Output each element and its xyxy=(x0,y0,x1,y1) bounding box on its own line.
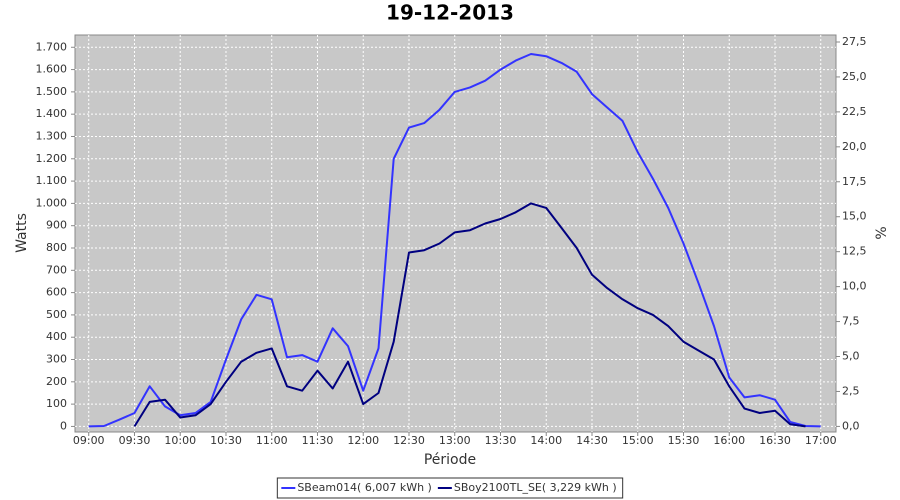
y-tick-label: 800 xyxy=(46,241,67,254)
y-tick-label: 1.700 xyxy=(36,40,68,53)
x-tick-label: 17:00 xyxy=(805,434,837,447)
x-tick-label: 09:00 xyxy=(73,434,105,447)
y2-tick-label: 15,0 xyxy=(842,210,867,223)
x-tick-label: 13:00 xyxy=(439,434,471,447)
y2-tick-label: 22,5 xyxy=(842,105,867,118)
x-tick-label: 10:00 xyxy=(164,434,196,447)
y-tick-label: 1.600 xyxy=(36,63,68,76)
x-tick-label: 12:30 xyxy=(393,434,425,447)
x-tick-label: 11:30 xyxy=(302,434,334,447)
y-tick-label: 500 xyxy=(46,308,67,321)
y2-tick-label: 20,0 xyxy=(842,140,867,153)
y-tick-label: 300 xyxy=(46,353,67,366)
y2-tick-label: 25,0 xyxy=(842,70,867,83)
x-tick-label: 10:30 xyxy=(210,434,242,447)
y-tick-label: 700 xyxy=(46,263,67,276)
y-tick-label: 100 xyxy=(46,397,67,410)
x-tick-label: 13:30 xyxy=(485,434,517,447)
y2-tick-label: 2,5 xyxy=(842,384,860,397)
y-tick-label: 1.200 xyxy=(36,152,68,165)
y-tick-label: 0 xyxy=(60,419,67,432)
y-tick-label: 600 xyxy=(46,286,67,299)
y2-tick-label: 12,5 xyxy=(842,245,867,258)
x-tick-label: 12:00 xyxy=(347,434,379,447)
legend-label: SBeam014( 6,007 kWh ) xyxy=(297,481,432,494)
x-tick-label: 15:30 xyxy=(668,434,700,447)
y-tick-label: 1.100 xyxy=(36,174,68,187)
y2-tick-label: 7,5 xyxy=(842,315,860,328)
y2-tick-label: 0,0 xyxy=(842,419,860,432)
y2-tick-label: 27,5 xyxy=(842,35,867,48)
y-tick-label: 400 xyxy=(46,330,67,343)
plot-area xyxy=(74,34,837,433)
x-axis-label: Période xyxy=(424,452,476,468)
y-tick-label: 1.300 xyxy=(36,129,68,142)
x-tick-label: 14:00 xyxy=(530,434,562,447)
y-tick-label: 1.000 xyxy=(36,196,68,209)
x-tick-label: 16:00 xyxy=(713,434,745,447)
x-tick-label: 16:30 xyxy=(759,434,791,447)
legend-label: SBoy2100TL_SE( 3,229 kWh ) xyxy=(454,481,617,494)
x-tick-label: 11:00 xyxy=(256,434,288,447)
y-tick-label: 200 xyxy=(46,375,67,388)
series-line xyxy=(88,53,821,428)
x-tick-label: 15:00 xyxy=(622,434,654,447)
y-tick-label: 1.400 xyxy=(36,107,68,120)
y2-tick-label: 10,0 xyxy=(842,280,867,293)
y2-axis-label: % xyxy=(874,226,890,239)
legend: SBeam014( 6,007 kWh ) SBoy2100TL_SE( 3,22… xyxy=(276,477,624,499)
x-tick-label: 14:30 xyxy=(576,434,608,447)
y2-tick-label: 5,0 xyxy=(842,350,860,363)
y-axis-label: Watts xyxy=(14,213,30,253)
y-tick-label: 1.500 xyxy=(36,85,68,98)
chart-title: 19-12-2013 xyxy=(386,1,514,25)
y2-tick-label: 17,5 xyxy=(842,175,867,188)
y-tick-label: 900 xyxy=(46,219,67,232)
x-tick-label: 09:30 xyxy=(119,434,151,447)
series-line xyxy=(133,202,806,428)
